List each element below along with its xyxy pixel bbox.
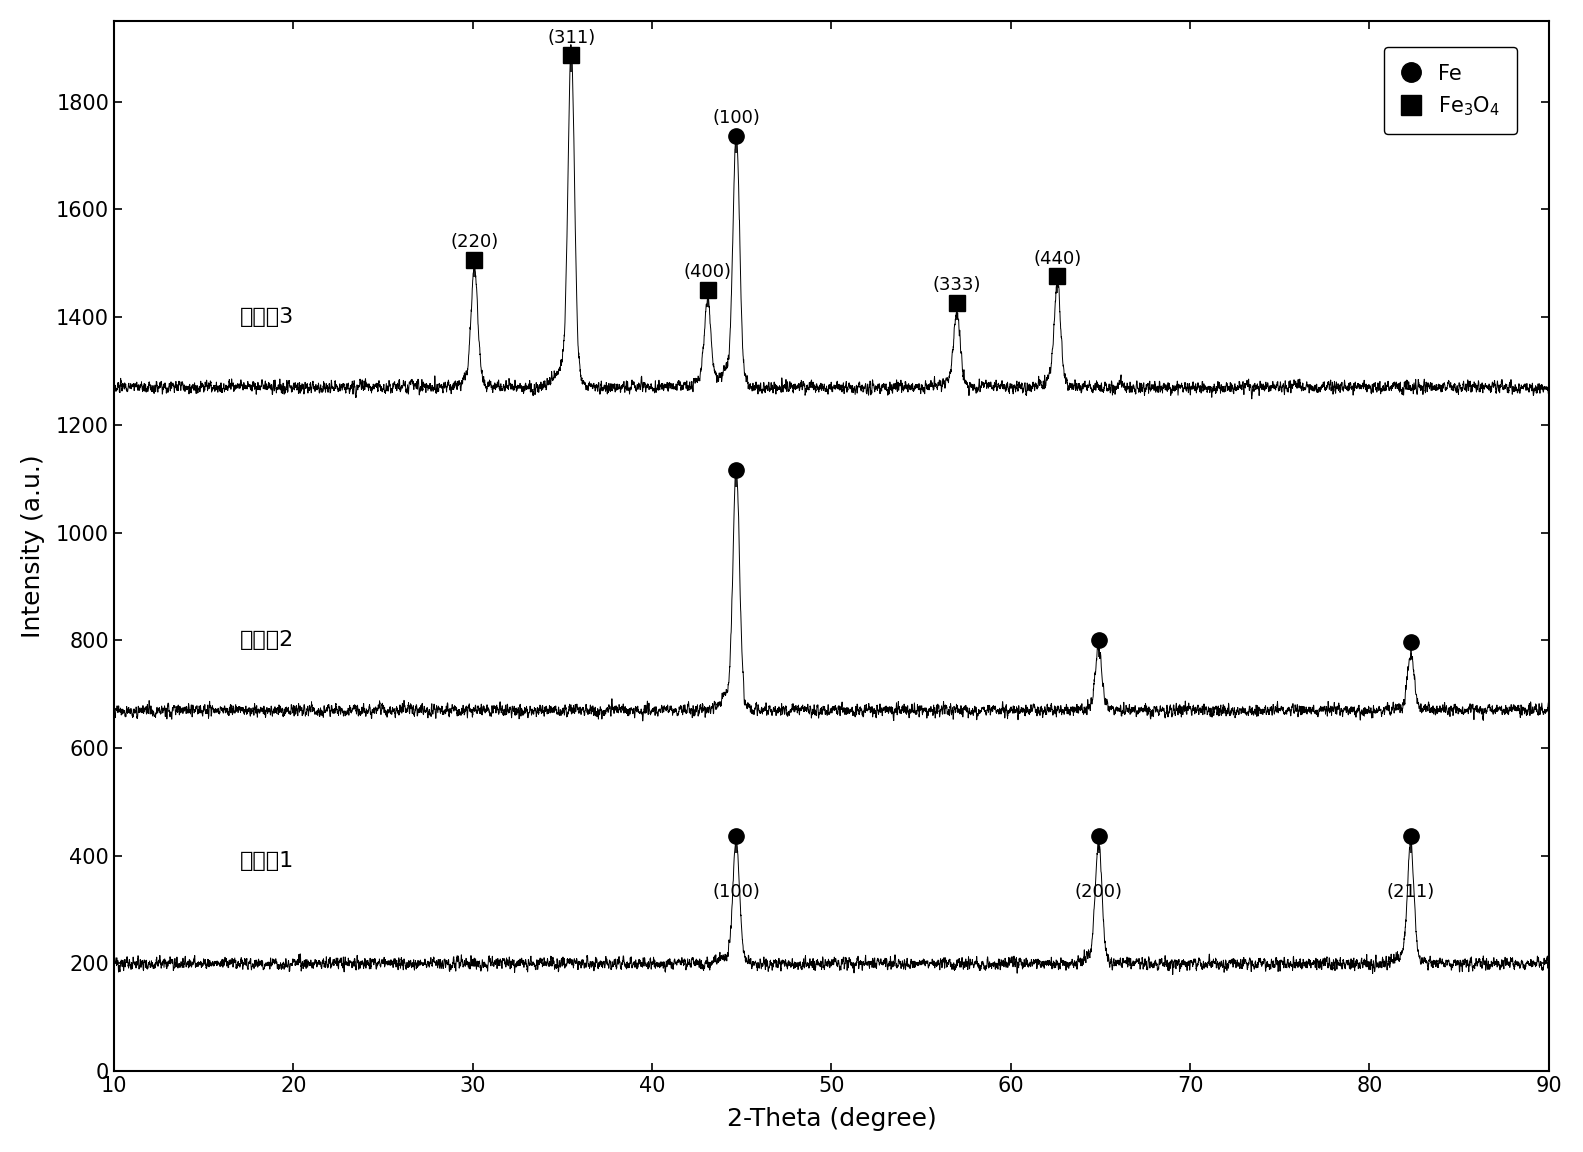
Text: (200): (200) (1075, 882, 1122, 901)
Text: (400): (400) (684, 263, 731, 281)
Text: 实施例1: 实施例1 (239, 851, 294, 871)
Text: 实施例2: 实施例2 (239, 630, 294, 650)
Text: (220): (220) (450, 234, 499, 251)
X-axis label: 2-Theta (degree): 2-Theta (degree) (727, 1107, 936, 1131)
Text: (333): (333) (932, 276, 981, 295)
Text: 实施例3: 实施例3 (239, 308, 294, 327)
Text: (311): (311) (548, 29, 595, 47)
Text: (100): (100) (712, 109, 760, 128)
Legend: Fe, Fe$_3$O$_4$: Fe, Fe$_3$O$_4$ (1384, 47, 1517, 135)
Y-axis label: Intensity (a.u.): Intensity (a.u.) (21, 454, 44, 638)
Text: (100): (100) (712, 882, 760, 901)
Text: (440): (440) (1034, 250, 1081, 267)
Text: (211): (211) (1387, 882, 1434, 901)
